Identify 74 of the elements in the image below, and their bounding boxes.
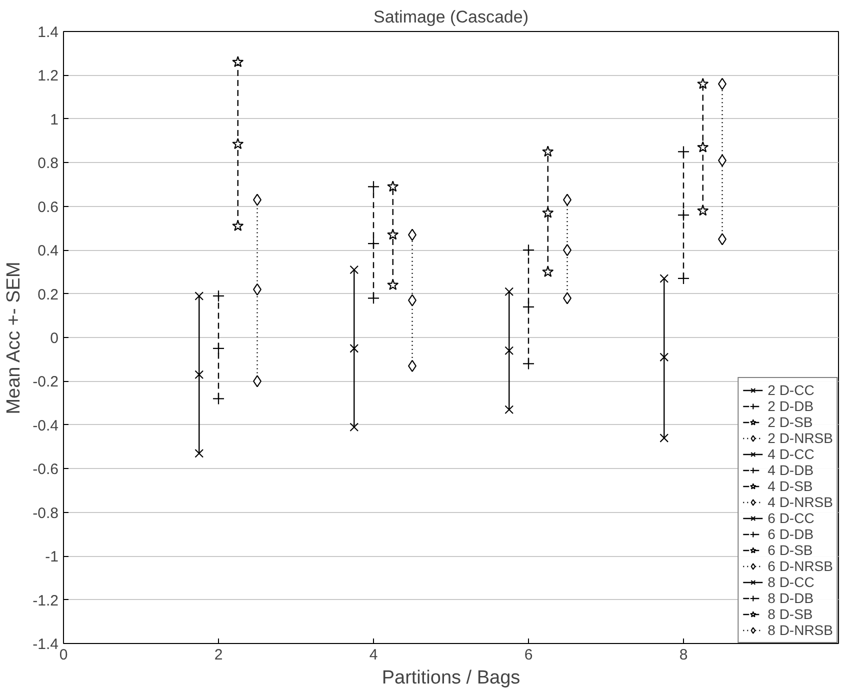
x-tick-label: 2 [214, 646, 223, 664]
point [542, 266, 554, 277]
point [232, 220, 244, 232]
y-tick-label: 1.2 [38, 68, 59, 85]
point [504, 346, 514, 356]
legend-label: 6 D-NRSB [768, 558, 833, 574]
legend-label: 4 D-DB [768, 462, 814, 478]
legend-label: 8 D-NRSB [768, 622, 833, 638]
y-tick-label: -1.2 [32, 592, 59, 610]
x-tick-label: 8 [679, 646, 688, 664]
point [697, 204, 709, 216]
point [387, 278, 399, 290]
point [367, 180, 380, 193]
point [350, 265, 359, 274]
point [522, 358, 535, 370]
y-tick-label: -0.2 [32, 374, 59, 391]
point [677, 272, 690, 285]
legend-label: 8 D-CC [768, 574, 814, 590]
y-tick-label: -0.4 [32, 417, 59, 434]
point [542, 206, 554, 218]
legend-label: 6 D-CC [768, 510, 814, 526]
point [522, 244, 535, 256]
y-tick-label: 1.4 [38, 24, 59, 41]
y-tick-label: -0.6 [32, 461, 59, 478]
point [367, 237, 380, 250]
y-tick-label: 1 [50, 111, 58, 128]
point [387, 180, 399, 192]
point [504, 287, 514, 296]
legend-label: 4 D-SB [768, 478, 813, 494]
chart-title: Satimage (Cascade) [374, 8, 528, 26]
point [194, 448, 204, 458]
point [367, 292, 380, 304]
y-tick-label: -1 [45, 548, 59, 566]
y-tick-label: 0.4 [38, 242, 59, 260]
legend-label: 2 D-CC [768, 382, 814, 398]
point [677, 146, 690, 158]
point [660, 434, 669, 442]
point [504, 405, 514, 414]
point [660, 274, 669, 283]
point [212, 342, 225, 354]
legend-label: 2 D-SB [768, 414, 813, 430]
legend-label: 4 D-CC [768, 446, 814, 462]
y-tick-label: 0 [50, 330, 58, 347]
point [542, 146, 554, 157]
point [232, 56, 244, 68]
point [212, 392, 225, 405]
point [350, 422, 359, 432]
legend-label: 6 D-DB [768, 526, 814, 542]
point [660, 352, 669, 362]
point [350, 344, 359, 353]
y-tick-label: 0.6 [38, 198, 59, 216]
y-tick-label: 0.8 [38, 155, 59, 172]
legend-label: 4 D-NRSB [768, 494, 833, 510]
y-tick-label: 0.2 [38, 286, 59, 304]
point [194, 292, 204, 300]
point [212, 290, 225, 302]
point [387, 228, 399, 240]
point [697, 78, 709, 89]
x-tick-label: 4 [369, 646, 378, 664]
point [194, 370, 204, 380]
legend-label: 8 D-DB [768, 590, 814, 606]
point [522, 300, 535, 313]
point [697, 141, 709, 152]
y-tick-label: -0.8 [32, 504, 59, 522]
point [232, 138, 244, 150]
legend-label: 6 D-SB [768, 542, 813, 558]
x-axis-title: Partitions / Bags [382, 668, 520, 688]
y-axis-title: Mean Acc +- SEM [4, 262, 25, 414]
legend-label: 2 D-NRSB [768, 430, 833, 446]
legend-label: 2 D-DB [768, 398, 814, 414]
x-tick-label: 6 [524, 646, 533, 664]
point [677, 209, 690, 222]
y-tick-label: -1.4 [32, 636, 59, 653]
legend-label: 8 D-SB [768, 606, 813, 622]
